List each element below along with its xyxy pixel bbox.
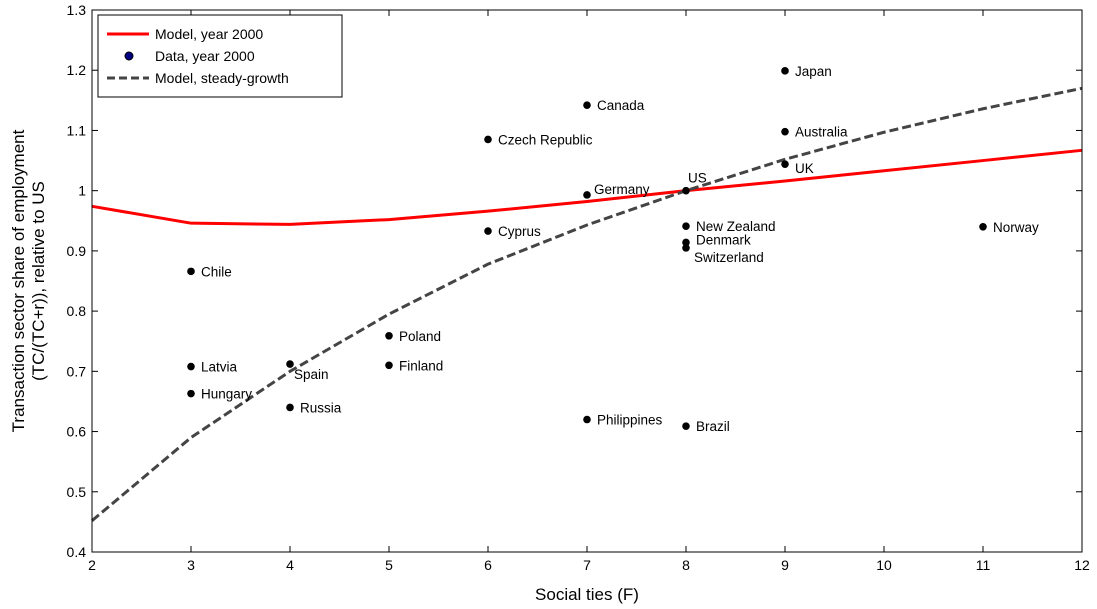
data-label-australia: Australia xyxy=(795,125,848,140)
data-point-brazil xyxy=(682,422,690,430)
data-label-hungary: Hungary xyxy=(201,387,252,402)
y-tick-label: 0.5 xyxy=(67,484,87,500)
y-tick-label: 0.8 xyxy=(67,303,87,319)
data-point-cyprus xyxy=(484,227,492,235)
data-label-poland: Poland xyxy=(399,329,441,344)
data-label-uk: UK xyxy=(795,161,814,176)
data-label-brazil: Brazil xyxy=(696,419,730,434)
data-label-cyprus: Cyprus xyxy=(498,224,541,239)
data-label-philippines: Philippines xyxy=(597,413,663,428)
x-axis-label: Social ties (F) xyxy=(535,585,639,604)
data-label-germany: Germany xyxy=(594,182,650,197)
data-label-spain: Spain xyxy=(294,367,329,382)
data-point-canada xyxy=(583,101,591,109)
y-tick-label: 0.9 xyxy=(67,243,87,259)
data-point-australia xyxy=(781,127,789,136)
y-tick-label: 1.1 xyxy=(67,122,87,138)
data-point-czech-republic xyxy=(484,135,492,144)
ticks-layer xyxy=(91,9,1083,553)
y-tick-label: 0.4 xyxy=(67,544,87,560)
data-label-canada: Canada xyxy=(597,98,645,113)
tick-labels-layer: 2 3 4 5 6 7 8 9 10 11 12 0.4 0.5 0.6 0.7 0.8 0.9 1 1.1 1.2 1… xyxy=(67,2,1090,573)
legend-box xyxy=(97,14,343,98)
data-label-denmark: Denmark xyxy=(696,232,751,247)
data-point-denmark xyxy=(682,238,690,247)
x-tick-label: 11 xyxy=(976,557,991,573)
x-tick-label: 6 xyxy=(484,557,492,573)
series-layer xyxy=(91,86,1083,522)
data-point-us xyxy=(682,186,690,195)
y-tick-label: 1 xyxy=(78,183,86,199)
data-point-russia xyxy=(286,403,294,412)
legend-steady-growth-label: Model, steady-growth xyxy=(155,70,289,86)
x-tick-label: 4 xyxy=(286,557,294,573)
x-tick-label: 5 xyxy=(385,557,393,573)
data-point-spain xyxy=(286,360,294,368)
data-point-germany xyxy=(583,191,591,199)
data-point-switzerland xyxy=(682,244,690,252)
point-labels-layer: Chile Latvia Hungary Spain Russia Poland Finla… xyxy=(201,64,1039,434)
legend: Model, year 2000 Data, year 2000 Model, … xyxy=(97,14,343,98)
x-tick-label: 12 xyxy=(1074,557,1090,573)
data-label-switzerland: Switzerland xyxy=(694,250,764,265)
data-point-japan xyxy=(781,67,789,75)
legend-data-2000-marker xyxy=(124,51,134,61)
data-label-finland: Finland xyxy=(399,358,443,373)
data-label-new-zealand: New Zealand xyxy=(696,219,776,234)
data-point-uk xyxy=(781,160,789,168)
data-point-chile xyxy=(187,267,195,276)
x-tick-label: 7 xyxy=(583,557,591,573)
y-tick-label: 1.3 xyxy=(67,2,87,18)
x-tick-label: 8 xyxy=(682,557,690,573)
data-point-finland xyxy=(385,361,393,370)
y-tick-label: 0.6 xyxy=(67,424,87,440)
x-tick-label: 10 xyxy=(876,557,892,573)
data-point-poland xyxy=(385,332,393,340)
data-label-czech-republic: Czech Republic xyxy=(498,132,593,147)
legend-model-2000-label: Model, year 2000 xyxy=(155,26,263,42)
x-tick-label: 2 xyxy=(88,557,96,573)
data-label-us: US xyxy=(688,171,707,186)
series-line-model-steady-growth xyxy=(91,86,1083,522)
y-tick-label: 0.7 xyxy=(67,363,87,379)
data-label-japan: Japan xyxy=(795,64,832,79)
data-label-russia: Russia xyxy=(300,400,342,415)
data-point-new-zealand xyxy=(682,222,690,230)
legend-data-2000-label: Data, year 2000 xyxy=(155,48,255,64)
data-point-hungary xyxy=(187,389,195,398)
x-tick-label: 9 xyxy=(781,557,789,573)
y-axis-label-line-2: (TC/(TC+r)), relative to US xyxy=(29,181,48,381)
series-line-model-year-2000 xyxy=(91,148,1083,226)
y-tick-label: 1.2 xyxy=(67,62,87,78)
y-axis-label-line-1: Transaction sector share of employment xyxy=(9,129,28,432)
data-point-norway xyxy=(979,223,987,231)
data-point-latvia xyxy=(187,362,195,371)
data-label-chile: Chile xyxy=(201,264,232,279)
points-layer xyxy=(187,67,987,430)
data-label-latvia: Latvia xyxy=(201,360,238,375)
data-point-philippines xyxy=(583,415,591,424)
plot-area xyxy=(92,10,1082,552)
data-label-norway: Norway xyxy=(993,220,1039,235)
x-tick-label: 3 xyxy=(187,557,195,573)
